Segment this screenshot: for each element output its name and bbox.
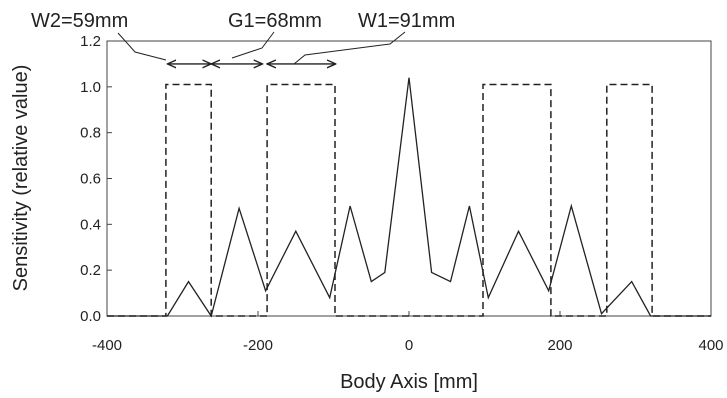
y-tick-label: 0.6 — [80, 171, 101, 188]
dimension-label: G1=68mm — [228, 10, 322, 32]
y-axis-title: Sensitivity (relative value) — [10, 65, 32, 292]
x-tick-label: 0 — [405, 337, 413, 354]
x-tick-label: 200 — [547, 337, 572, 354]
leader-line — [232, 32, 274, 58]
y-tick-label: 0.4 — [80, 216, 101, 233]
plot-series — [107, 78, 711, 316]
solid-series-line — [107, 78, 711, 316]
dimension-label: W2=59mm — [31, 10, 128, 32]
y-tick-label: 0.8 — [80, 125, 101, 142]
y-tick-label: 0.0 — [80, 308, 101, 325]
x-tick-label: -400 — [92, 337, 122, 354]
leader-line — [294, 32, 405, 64]
x-axis-title: Body Axis [mm] — [340, 371, 478, 393]
x-tick-label: -200 — [243, 337, 273, 354]
y-tick-label: 1.0 — [80, 79, 101, 96]
x-axis: -400 -200 0 200 400 — [92, 311, 724, 354]
y-tick-label: 1.2 — [80, 33, 101, 50]
dashed-series-line — [107, 85, 711, 317]
dimension-label: W1=91mm — [358, 10, 455, 32]
y-tick-label: 0.2 — [80, 262, 101, 279]
x-tick-label: 400 — [698, 337, 723, 354]
leader-line — [118, 33, 166, 60]
